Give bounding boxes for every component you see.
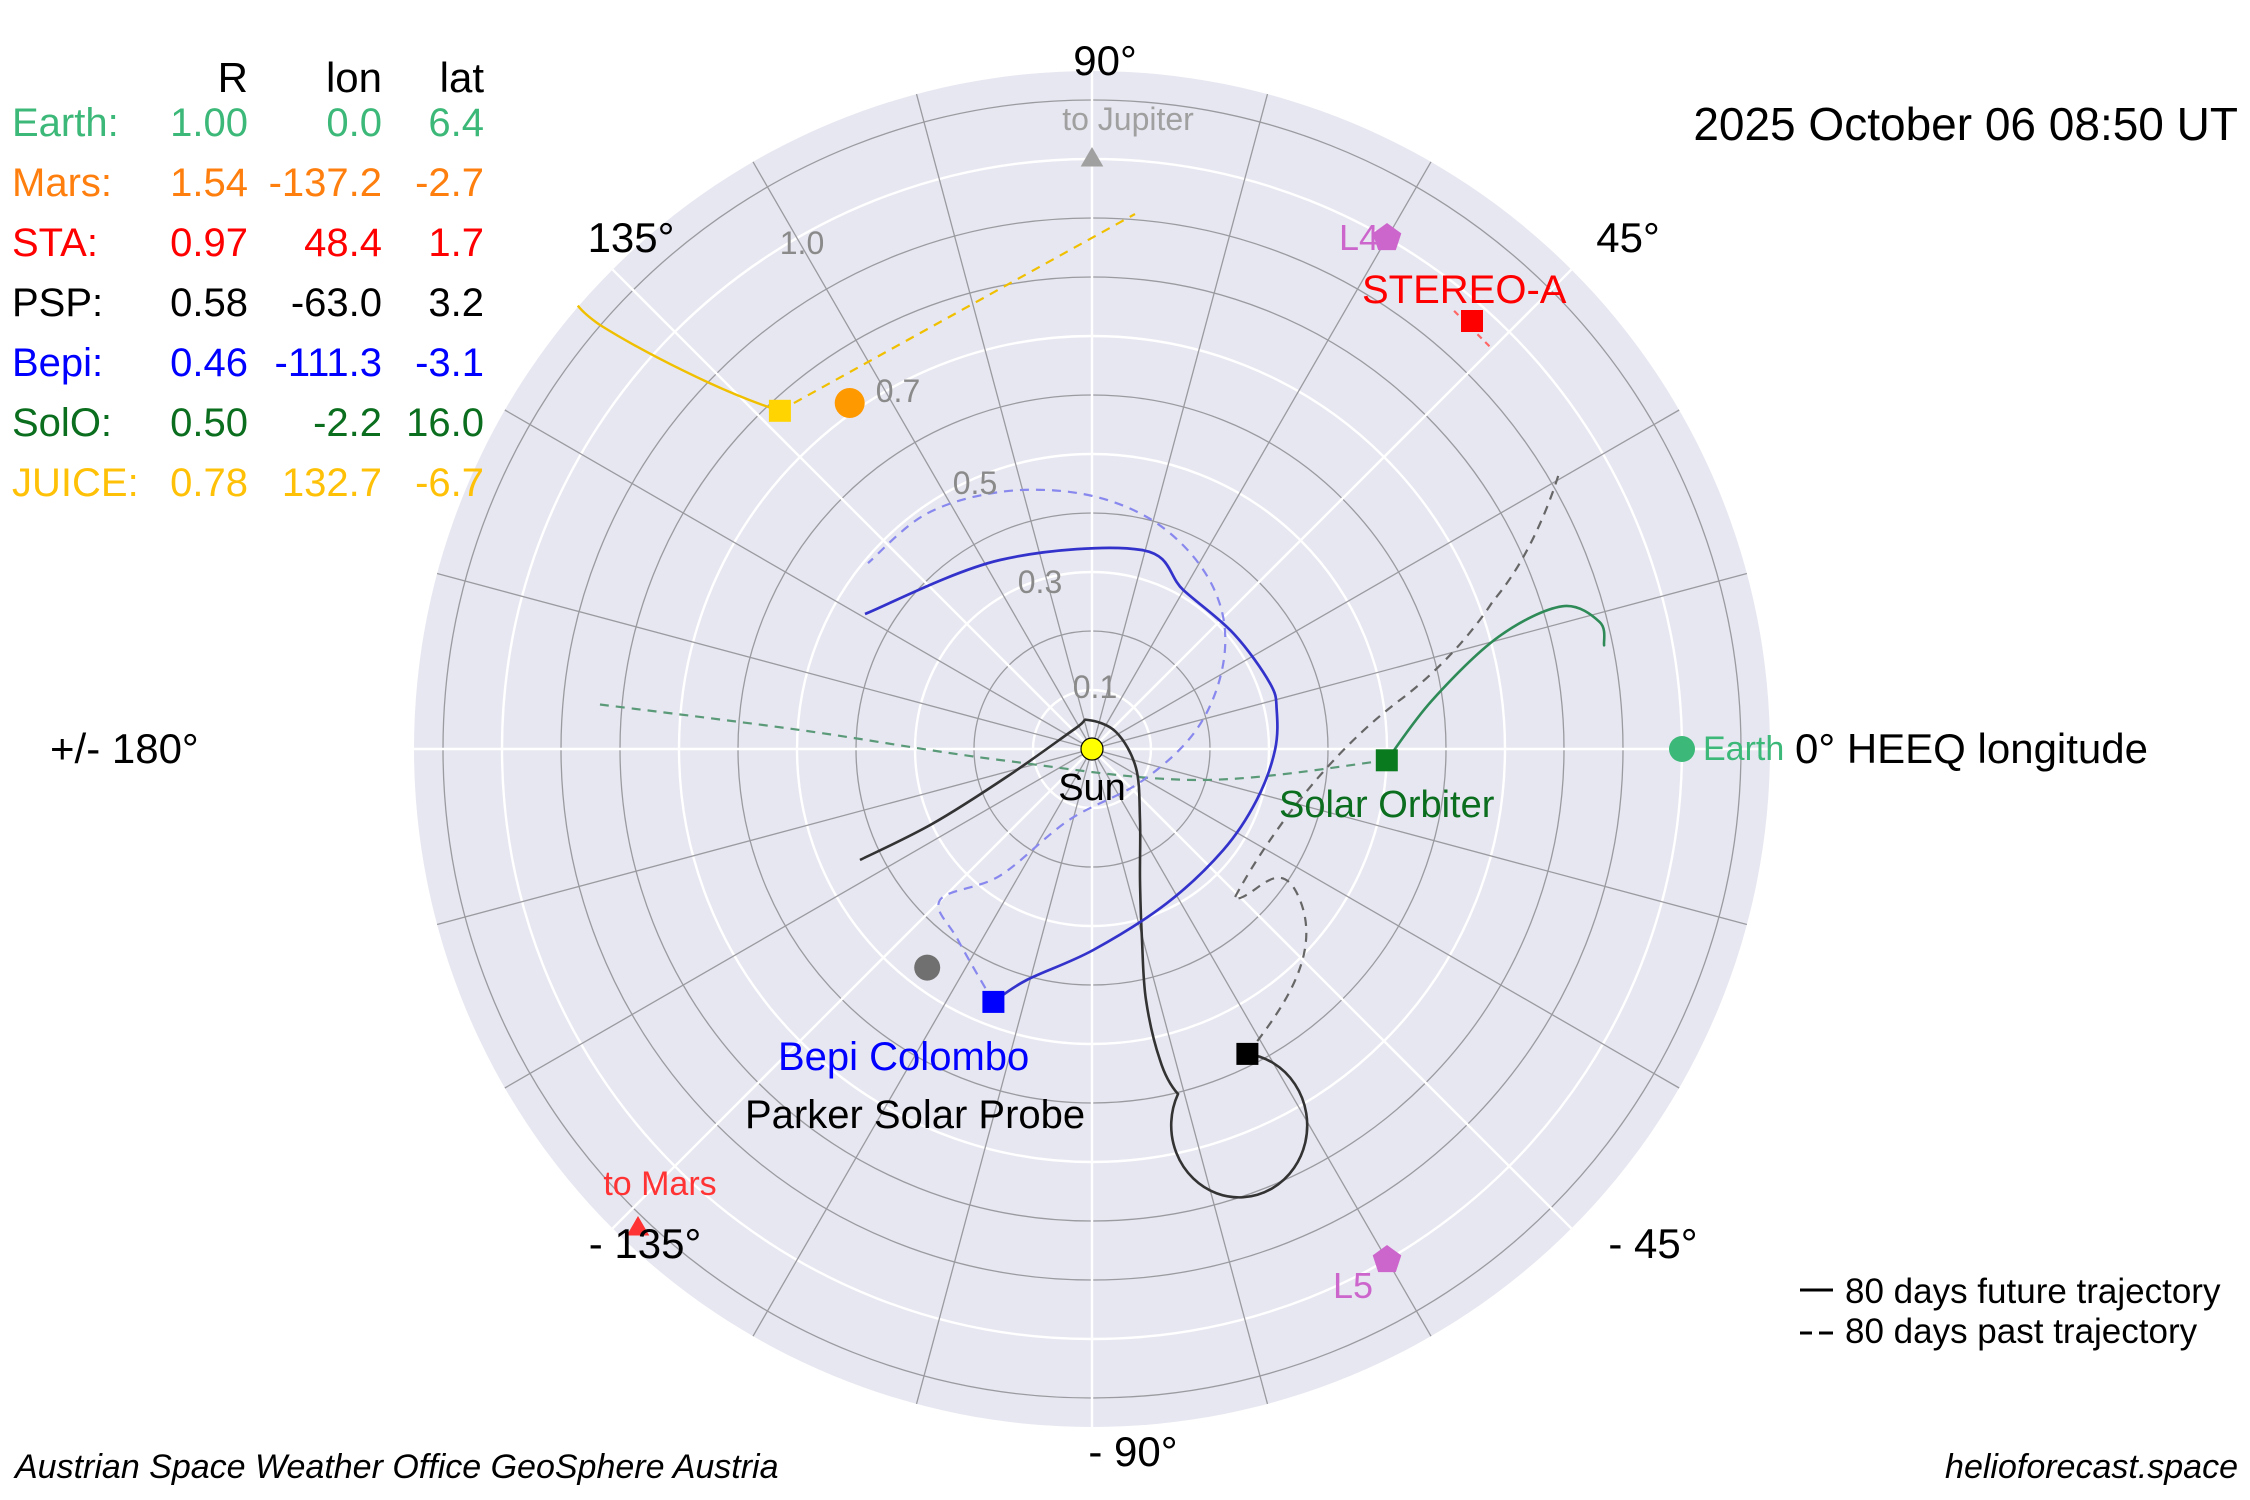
svg-text:45°: 45° [1596,214,1660,261]
svg-text:-63.0: -63.0 [291,281,382,325]
svg-text:0.97: 0.97 [170,221,248,265]
svg-text:0.78: 0.78 [170,461,248,505]
svg-text:0.0: 0.0 [326,101,382,145]
svg-text:-2.2: -2.2 [313,401,382,445]
svg-text:0.1: 0.1 [1073,669,1117,705]
svg-text:-2.7: -2.7 [415,161,484,205]
svg-text:to Mars: to Mars [603,1165,716,1203]
svg-text:48.4: 48.4 [304,221,382,265]
svg-text:1.0: 1.0 [780,225,824,261]
svg-text:Bepi Colombo: Bepi Colombo [778,1035,1029,1079]
svg-text:Earth:: Earth: [12,101,119,145]
svg-text:helioforecast.space: helioforecast.space [1945,1448,2238,1486]
svg-text:lat: lat [440,54,485,101]
svg-text:1.54: 1.54 [170,161,248,205]
svg-text:+/- 180°: +/- 180° [50,725,199,772]
svg-text:STEREO-A: STEREO-A [1362,268,1567,312]
svg-text:132.7: 132.7 [282,461,382,505]
svg-text:lon: lon [326,54,382,101]
svg-text:0.5: 0.5 [953,465,997,501]
svg-text:Parker Solar Probe: Parker Solar Probe [745,1093,1085,1137]
svg-text:- 135°: - 135° [589,1220,702,1267]
svg-text:90°: 90° [1073,37,1137,84]
svg-text:Earth: Earth [1703,730,1784,768]
svg-text:80 days past trajectory: 80 days past trajectory [1845,1312,2198,1351]
svg-text:- 45°: - 45° [1608,1220,1697,1267]
svg-text:Mars:: Mars: [12,161,112,205]
svg-text:6.4: 6.4 [428,101,484,145]
svg-text:-137.2: -137.2 [269,161,382,205]
svg-text:PSP:: PSP: [12,281,103,325]
svg-text:-6.7: -6.7 [415,461,484,505]
svg-text:16.0: 16.0 [406,401,484,445]
svg-text:Solar Orbiter: Solar Orbiter [1279,784,1495,826]
svg-text:2025 October 06 08:50 UT: 2025 October 06 08:50 UT [1693,98,2238,150]
svg-text:L4: L4 [1339,217,1379,258]
svg-text:135°: 135° [588,214,675,261]
svg-text:0.7: 0.7 [876,373,920,409]
svg-text:1.00: 1.00 [170,101,248,145]
svg-text:80 days future trajectory: 80 days future trajectory [1845,1272,2221,1311]
svg-text:0.46: 0.46 [170,341,248,385]
svg-text:0.50: 0.50 [170,401,248,445]
svg-text:-3.1: -3.1 [415,341,484,385]
svg-text:L5: L5 [1333,1265,1373,1306]
svg-text:- 90°: - 90° [1088,1428,1177,1475]
svg-text:0.58: 0.58 [170,281,248,325]
svg-text:0° HEEQ longitude: 0° HEEQ longitude [1795,725,2148,772]
svg-text:0.3: 0.3 [1018,564,1062,600]
svg-text:JUICE:: JUICE: [12,461,139,505]
svg-text:3.2: 3.2 [428,281,484,325]
svg-text:-111.3: -111.3 [275,341,382,385]
svg-text:to Jupiter: to Jupiter [1062,101,1194,137]
svg-text:SolO:: SolO: [12,401,112,445]
svg-text:1.7: 1.7 [428,221,484,265]
svg-text:STA:: STA: [12,221,98,265]
svg-text:Sun: Sun [1058,767,1126,809]
svg-text:Bepi:: Bepi: [12,341,103,385]
svg-text:Austrian Space Weather Office: Austrian Space Weather Office GeoSphere … [13,1448,779,1486]
svg-text:R: R [218,54,248,101]
